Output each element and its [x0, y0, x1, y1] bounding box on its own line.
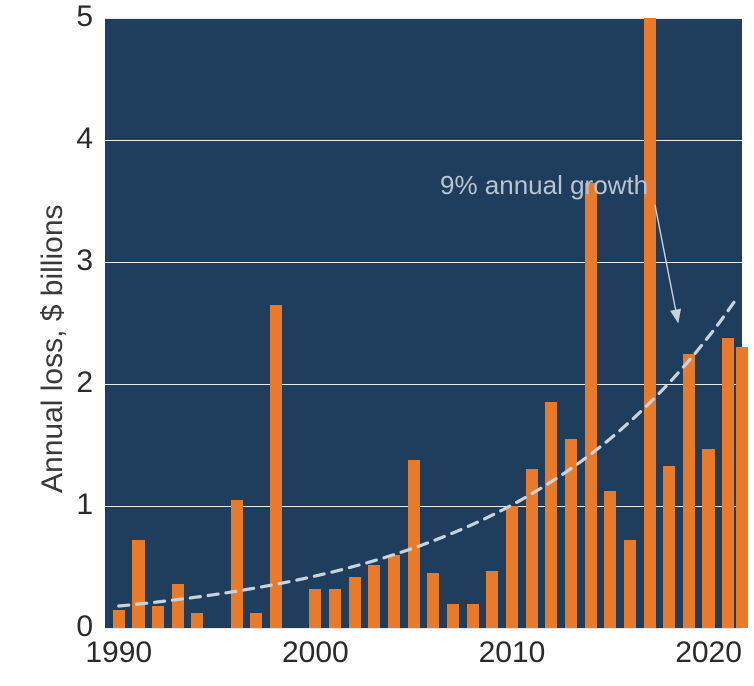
bar — [545, 402, 557, 628]
bars — [0, 0, 754, 686]
bar — [565, 439, 577, 628]
bar — [349, 577, 361, 628]
bar — [427, 573, 439, 628]
bar — [702, 449, 714, 628]
bar — [132, 540, 144, 628]
bar — [368, 565, 380, 628]
bar — [113, 610, 125, 628]
bar — [270, 305, 282, 628]
bar — [506, 506, 518, 628]
bar — [309, 589, 321, 628]
bar — [388, 555, 400, 628]
bar — [447, 604, 459, 628]
bar — [250, 613, 262, 628]
bar — [683, 354, 695, 629]
bar — [722, 338, 734, 628]
bar — [526, 469, 538, 628]
annual-loss-chart: Annual loss, $ billions 012345 199020002… — [0, 0, 754, 686]
trend-annotation: 9% annual growth — [440, 170, 648, 201]
bar — [467, 604, 479, 628]
bar — [663, 466, 675, 628]
bar — [152, 606, 164, 628]
bar — [172, 584, 184, 628]
bar — [585, 183, 597, 628]
bar — [486, 571, 498, 628]
bar — [408, 460, 420, 628]
bar — [231, 500, 243, 628]
bar — [604, 491, 616, 628]
bar — [329, 589, 341, 628]
bar — [644, 18, 656, 628]
bar — [624, 540, 636, 628]
bar — [191, 613, 203, 628]
bar — [736, 347, 748, 628]
